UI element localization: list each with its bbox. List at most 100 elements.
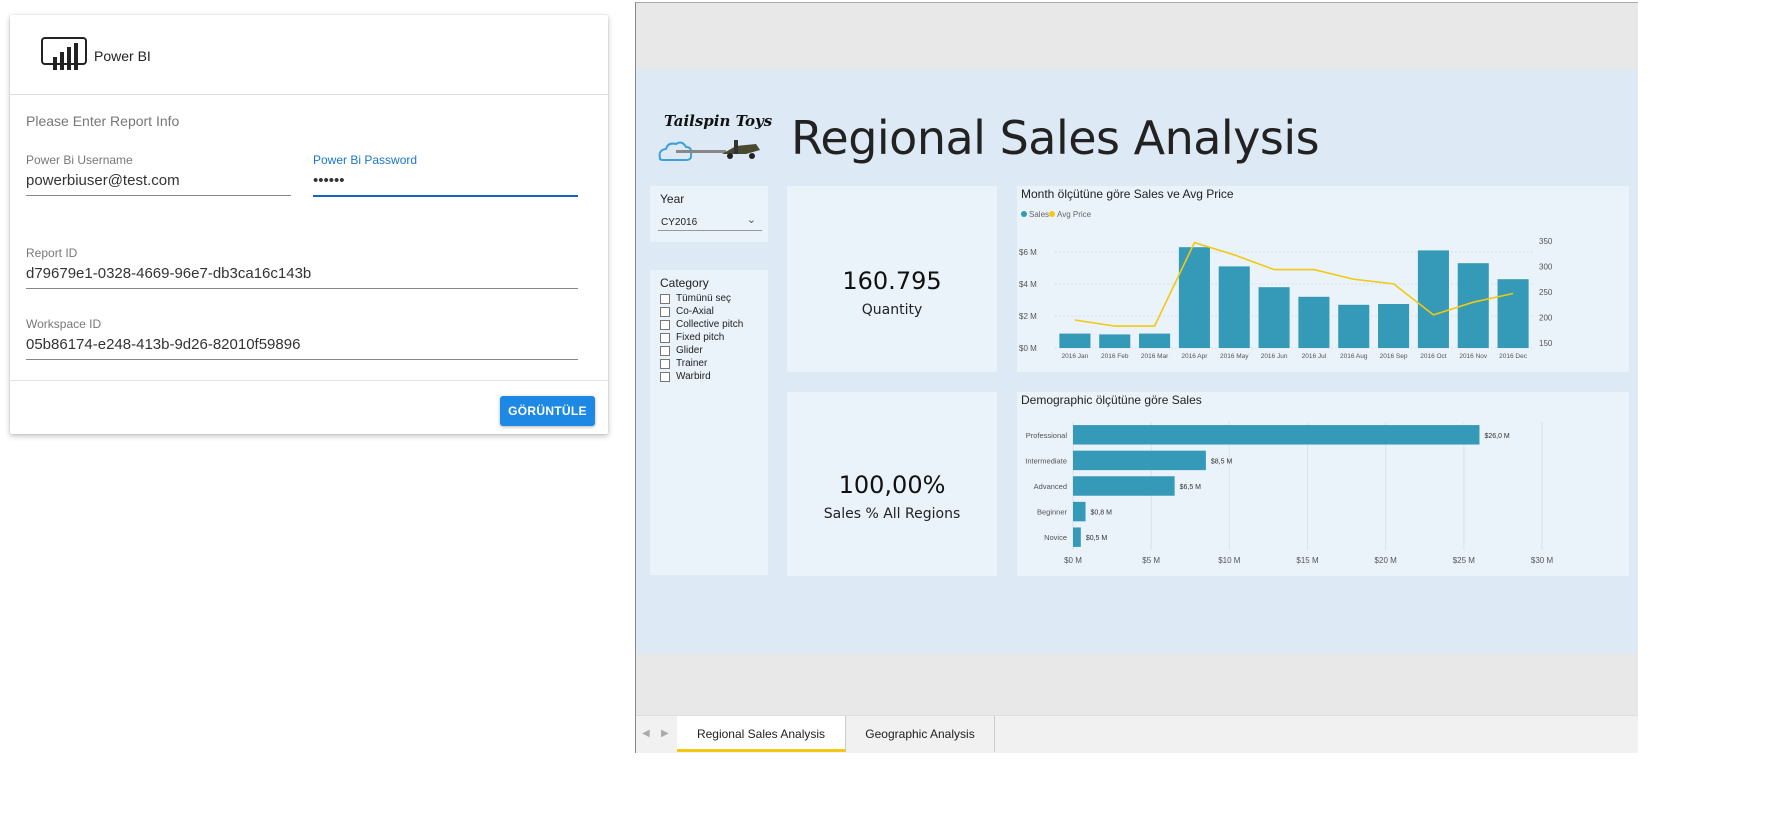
quantity-value: 160.795 bbox=[842, 267, 942, 295]
password-input[interactable] bbox=[313, 168, 578, 195]
demographic-bar bbox=[1073, 425, 1480, 445]
category-slicer-title: Category bbox=[660, 276, 709, 290]
report-canvas: Tailspin Toys Regional Sales Analysis Ye… bbox=[636, 69, 1638, 654]
data-label: $8,5 M bbox=[1211, 458, 1233, 465]
brand-name: Power BI bbox=[94, 48, 151, 64]
hbar-chart-title: Demographic ölçütüne göre Sales bbox=[1021, 393, 1202, 407]
x-tick-label: 2016 Jun bbox=[1261, 353, 1288, 360]
sales-bar bbox=[1218, 266, 1250, 348]
category-label: Advanced bbox=[1034, 482, 1067, 491]
x-tick-label: 2016 Aug bbox=[1340, 353, 1368, 360]
y-right-tick-label: 300 bbox=[1539, 263, 1553, 272]
checkbox-icon bbox=[660, 293, 670, 304]
demographic-sales-chart[interactable]: Demographic ölçütüne göre Sales $0 M $5 M… bbox=[1017, 392, 1629, 576]
data-label: $0,8 M bbox=[1091, 510, 1113, 517]
sales-pct-value: 100,00% bbox=[838, 471, 946, 499]
year-slicer-title: Year bbox=[660, 192, 685, 206]
x-tick-label: $0 M bbox=[1064, 556, 1082, 565]
category-item[interactable]: Glider bbox=[660, 345, 703, 356]
y-right-tick-label: 200 bbox=[1539, 313, 1553, 322]
report-id-field: Report ID bbox=[26, 246, 578, 289]
category-label: Professional bbox=[1026, 431, 1068, 440]
sales-pct-label: Sales % All Regions bbox=[823, 506, 961, 522]
tab-next-icon[interactable]: ▶ bbox=[661, 728, 669, 739]
sales-bar bbox=[1099, 334, 1131, 348]
legend-label-sales: Sales bbox=[1029, 210, 1049, 219]
password-label: Power Bi Password bbox=[313, 153, 418, 167]
demographic-bar bbox=[1073, 501, 1086, 522]
x-tick-label: $5 M bbox=[1142, 556, 1160, 565]
page-tabs: ◀ ▶ Regional Sales Analysis Geographic A… bbox=[636, 715, 1638, 753]
report-title: Regional Sales Analysis bbox=[791, 111, 1320, 165]
x-tick-label: 2016 Feb bbox=[1101, 353, 1129, 360]
category-item[interactable]: Co-Axial bbox=[660, 306, 714, 317]
category-slicer: Category Tümünü seç Co-Axial Collective … bbox=[650, 270, 768, 575]
sales-pct-card[interactable]: 100,00% Sales % All Regions bbox=[787, 392, 997, 576]
demographic-bar bbox=[1073, 476, 1175, 496]
category-item[interactable]: Tümünü seç bbox=[660, 293, 731, 304]
x-tick-label: 2016 Mar bbox=[1141, 353, 1169, 360]
x-tick-label: $20 M bbox=[1375, 556, 1398, 565]
combo-chart-title: Month ölçütüne göre Sales ve Avg Price bbox=[1021, 187, 1234, 201]
tab-geographic-analysis[interactable]: Geographic Analysis bbox=[846, 716, 995, 752]
quantity-label: Quantity bbox=[861, 302, 923, 318]
x-tick-label: $10 M bbox=[1218, 556, 1241, 565]
workspace-id-field: Workspace ID bbox=[26, 317, 578, 360]
x-tick-label: 2016 Oct bbox=[1420, 353, 1447, 360]
x-tick-label: $25 M bbox=[1453, 556, 1476, 565]
report-id-label: Report ID bbox=[26, 246, 78, 260]
quantity-card[interactable]: 160.795 Quantity bbox=[787, 186, 997, 372]
checkbox-icon bbox=[660, 371, 670, 382]
tab-regional-sales-analysis[interactable]: Regional Sales Analysis bbox=[677, 716, 846, 752]
y-left-tick-label: $6 M bbox=[1019, 248, 1037, 257]
tailspin-logo-text: Tailspin Toys bbox=[664, 112, 773, 130]
view-report-button[interactable]: GÖRÜNTÜLE bbox=[500, 396, 595, 426]
y-right-tick-label: 150 bbox=[1539, 339, 1553, 348]
password-underline bbox=[313, 195, 578, 197]
x-tick-label: 2016 Sep bbox=[1380, 353, 1408, 360]
sales-bar bbox=[1059, 333, 1091, 348]
report-id-input[interactable] bbox=[26, 261, 578, 288]
year-dropdown[interactable]: CY2016 ⌄ bbox=[658, 212, 762, 231]
y-left-tick-label: $2 M bbox=[1019, 312, 1037, 321]
combo-chart-svg: Sales Avg Price $0 M $2 M $4 M $6 M 150 200 250 3… bbox=[1019, 210, 1553, 360]
legend-marker-sales bbox=[1021, 211, 1027, 217]
category-label: Novice bbox=[1044, 533, 1067, 542]
x-tick-label: 2016 Nov bbox=[1459, 353, 1488, 360]
sales-bar bbox=[1139, 333, 1171, 348]
y-left-tick-label: $0 M bbox=[1019, 344, 1037, 353]
hbar-chart-svg: $0 M $5 M $10 M $15 M $20 M $25 M $30 M Profess… bbox=[1025, 422, 1553, 565]
category-item[interactable]: Fixed pitch bbox=[660, 332, 724, 343]
power-bi-logo-icon bbox=[41, 37, 87, 70]
workspace-id-input[interactable] bbox=[26, 332, 578, 359]
sales-bar bbox=[1178, 247, 1210, 348]
sales-bar bbox=[1258, 287, 1290, 348]
embedded-report: Tailspin Toys Regional Sales Analysis Ye… bbox=[635, 2, 1638, 753]
data-label: $6,5 M bbox=[1180, 484, 1202, 491]
username-field: Power Bi Username bbox=[26, 153, 291, 196]
report-login-card: Power BI Please Enter Report Info Power … bbox=[10, 15, 608, 434]
x-tick-label: 2016 Apr bbox=[1181, 353, 1208, 360]
y-right-tick-label: 250 bbox=[1539, 288, 1553, 297]
username-label: Power Bi Username bbox=[26, 153, 133, 167]
legend-marker-avg-price bbox=[1049, 211, 1055, 217]
demographic-bar bbox=[1073, 527, 1081, 547]
workspace-id-label: Workspace ID bbox=[26, 317, 102, 331]
sales-bar bbox=[1417, 250, 1449, 348]
username-input[interactable] bbox=[26, 168, 291, 195]
checkbox-icon bbox=[660, 332, 670, 343]
category-label: Beginner bbox=[1037, 508, 1068, 517]
category-item[interactable]: Warbird bbox=[660, 371, 711, 382]
category-item[interactable]: Collective pitch bbox=[660, 319, 743, 330]
sales-avg-price-chart[interactable]: Month ölçütüne göre Sales ve Avg Price S… bbox=[1017, 186, 1629, 372]
legend-label-avg-price: Avg Price bbox=[1057, 210, 1092, 219]
avg-price-line bbox=[1074, 241, 1514, 327]
x-tick-label: 2016 Dec bbox=[1499, 353, 1528, 360]
category-label: Intermediate bbox=[1025, 456, 1067, 465]
workspace-id-underline bbox=[26, 359, 578, 360]
x-tick-label: 2016 Jan bbox=[1062, 353, 1089, 360]
tab-prev-icon[interactable]: ◀ bbox=[642, 728, 650, 739]
password-field: Power Bi Password bbox=[313, 153, 578, 197]
checkbox-icon bbox=[660, 358, 670, 369]
category-item[interactable]: Trainer bbox=[660, 358, 707, 369]
